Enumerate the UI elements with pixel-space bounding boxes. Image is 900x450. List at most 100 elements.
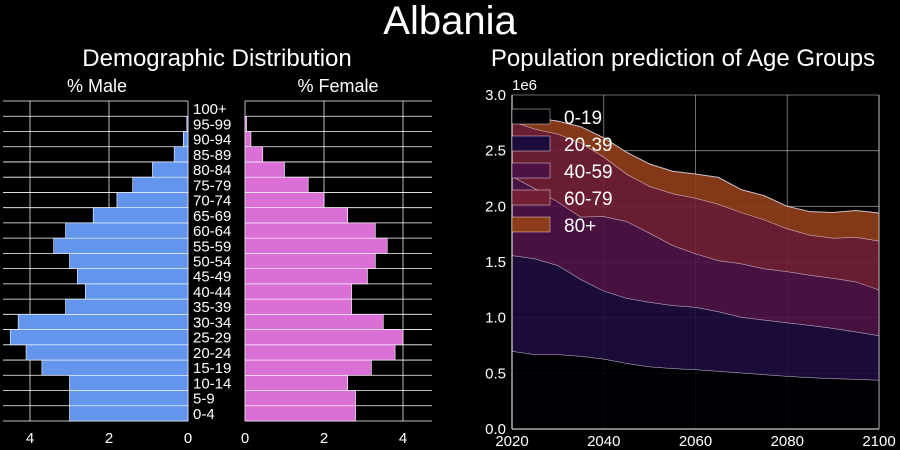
legend-label: 20-39 xyxy=(564,135,613,156)
female-bar xyxy=(244,115,247,132)
male-bar xyxy=(85,283,189,300)
age-group-label: 65-69 xyxy=(193,208,231,225)
legend-swatch-0-19 xyxy=(511,108,551,125)
female-bar xyxy=(244,298,352,315)
figure-title: Albania xyxy=(383,0,517,43)
male-bar xyxy=(152,161,189,178)
age-group-label: 5-9 xyxy=(193,391,215,408)
area-y-tick: 2.0 xyxy=(485,198,506,215)
male-bar xyxy=(69,253,189,269)
area-series-line-80+ xyxy=(511,110,880,214)
area-series-40-59 xyxy=(512,176,879,336)
age-group-label: 95-99 xyxy=(193,116,231,133)
male-bar xyxy=(9,329,189,346)
male-bar xyxy=(173,146,189,163)
female-x-tick: 0 xyxy=(241,430,249,447)
age-group-label: 80-84 xyxy=(193,162,231,179)
male-bar xyxy=(65,222,189,239)
male-bar xyxy=(65,298,189,315)
female-bar xyxy=(244,329,404,346)
female-bar xyxy=(244,359,372,376)
legend-swatch-80+ xyxy=(511,216,551,233)
male-bar xyxy=(132,176,189,193)
age-group-label: 0-4 xyxy=(193,406,215,423)
male-bar xyxy=(17,314,189,330)
female-bar xyxy=(244,146,264,163)
female-bar xyxy=(244,237,388,254)
legend-label: 40-59 xyxy=(564,162,613,183)
legend-label: 0-19 xyxy=(564,108,602,129)
area-y-tick: 1.5 xyxy=(485,254,506,271)
area-x-tick: 2080 xyxy=(771,433,804,450)
age-group-label: 15-19 xyxy=(193,360,231,377)
age-group-label: 75-79 xyxy=(193,177,231,194)
age-group-label: 50-54 xyxy=(193,254,231,271)
age-group-label: 20-24 xyxy=(193,345,231,362)
male-x-tick: 4 xyxy=(26,430,34,447)
female-bar xyxy=(244,207,348,224)
age-group-label: 30-34 xyxy=(193,314,231,331)
age-group-label: 25-29 xyxy=(193,330,231,347)
female-bar xyxy=(244,131,252,148)
female-bar xyxy=(244,268,368,285)
age-group-label: 90-94 xyxy=(193,132,231,149)
age-group-label: 100+ xyxy=(193,101,227,118)
female-bar xyxy=(244,344,396,361)
female-x-tick: 4 xyxy=(399,430,407,447)
male-bar xyxy=(186,115,189,132)
legend-label: 60-79 xyxy=(564,189,613,210)
area-x-tick: 2020 xyxy=(495,433,528,450)
male-bar xyxy=(41,359,189,376)
area-y-tick: 0.0 xyxy=(485,421,506,438)
legend-swatch-60-79 xyxy=(511,189,551,206)
female-bar xyxy=(244,192,325,208)
area-y-tick: 3.0 xyxy=(485,87,506,104)
male-bar xyxy=(53,237,189,254)
pyramid-female-label: % Female xyxy=(297,76,378,96)
area-series-60-79 xyxy=(512,121,879,290)
area-y-tick: 2.5 xyxy=(485,143,506,160)
legend-swatch-20-39 xyxy=(511,135,551,152)
female-x-tick: 2 xyxy=(320,430,328,447)
male-bar xyxy=(69,405,189,422)
male-bar xyxy=(69,390,189,407)
pyramid-male-panel: 4 2 0 xyxy=(3,100,192,447)
age-group-label: 60-64 xyxy=(193,223,231,240)
pyramid-title: Demographic Distribution xyxy=(82,45,351,72)
age-group-label: 85-89 xyxy=(193,147,231,164)
male-bar xyxy=(69,374,189,391)
male-x-tick: 0 xyxy=(184,430,192,447)
legend-label: 80+ xyxy=(564,216,596,237)
area-y-tick: 0.5 xyxy=(485,365,506,382)
age-group-label: 10-14 xyxy=(193,375,231,392)
area-y-tick: 1.0 xyxy=(485,310,506,327)
female-bar xyxy=(244,161,285,178)
age-group-label: 45-49 xyxy=(193,269,231,286)
area-series-0-19 xyxy=(512,351,879,429)
female-bar xyxy=(244,374,348,391)
age-group-label: 35-39 xyxy=(193,299,231,316)
area-x-tick: 2060 xyxy=(679,433,712,450)
area-series-20-39 xyxy=(512,255,879,381)
female-bar xyxy=(244,390,356,407)
male-bar xyxy=(92,207,189,224)
pyramid-age-labels: 0-45-910-1415-1920-2425-2930-3435-3940-4… xyxy=(193,101,231,423)
male-bar xyxy=(25,344,189,361)
female-bar xyxy=(244,176,309,193)
female-bar xyxy=(244,253,376,269)
female-bar xyxy=(244,314,384,330)
female-bar xyxy=(244,222,376,239)
area-x-tick: 2100 xyxy=(862,433,895,450)
area-x-tick: 2040 xyxy=(587,433,620,450)
legend-swatch-40-59 xyxy=(511,162,551,179)
male-x-tick: 2 xyxy=(105,430,113,447)
age-group-label: 70-74 xyxy=(193,193,231,210)
male-bar xyxy=(77,268,189,285)
age-group-label: 40-44 xyxy=(193,284,231,301)
pyramid-female-panel: 4 2 0 xyxy=(241,100,432,447)
male-bar xyxy=(182,131,189,148)
area-y-scale-label: 1e6 xyxy=(512,77,537,94)
female-bar xyxy=(244,405,356,422)
pyramid-male-label: % Male xyxy=(67,76,127,96)
